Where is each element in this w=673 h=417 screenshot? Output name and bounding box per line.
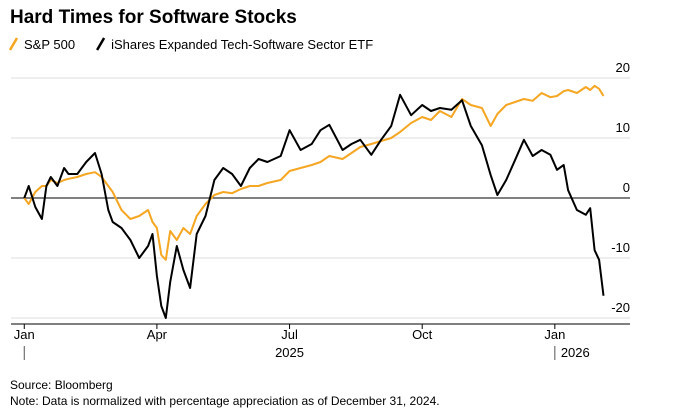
year-label: 2026 <box>561 345 590 360</box>
note: Note: Data is normalized with percentage… <box>10 394 440 408</box>
series-line <box>23 84 605 261</box>
year-label: 2025 <box>275 345 304 360</box>
legend-marker <box>8 37 19 51</box>
y-tick-label: -10 <box>611 240 630 255</box>
x-tick-label: Jul <box>281 327 298 342</box>
series-line <box>23 93 605 319</box>
legend-label: iShares Expanded Tech-Software Sector ET… <box>111 37 373 52</box>
chart-title: Hard Times for Software Stocks <box>10 7 297 28</box>
x-tick-label: Jan <box>14 327 35 342</box>
y-tick-label: 10 <box>616 120 630 135</box>
x-tick-label: Jan <box>544 327 565 342</box>
source: Source: Bloomberg <box>10 378 113 392</box>
x-tick-label: Apr <box>147 327 168 342</box>
legend-label: S&P 500 <box>24 37 75 52</box>
y-tick-label: 20 <box>616 60 630 75</box>
y-tick-label: 0 <box>623 180 630 195</box>
y-tick-label: -20 <box>611 300 630 315</box>
x-tick-label: Oct <box>412 327 433 342</box>
legend-marker <box>96 37 106 51</box>
